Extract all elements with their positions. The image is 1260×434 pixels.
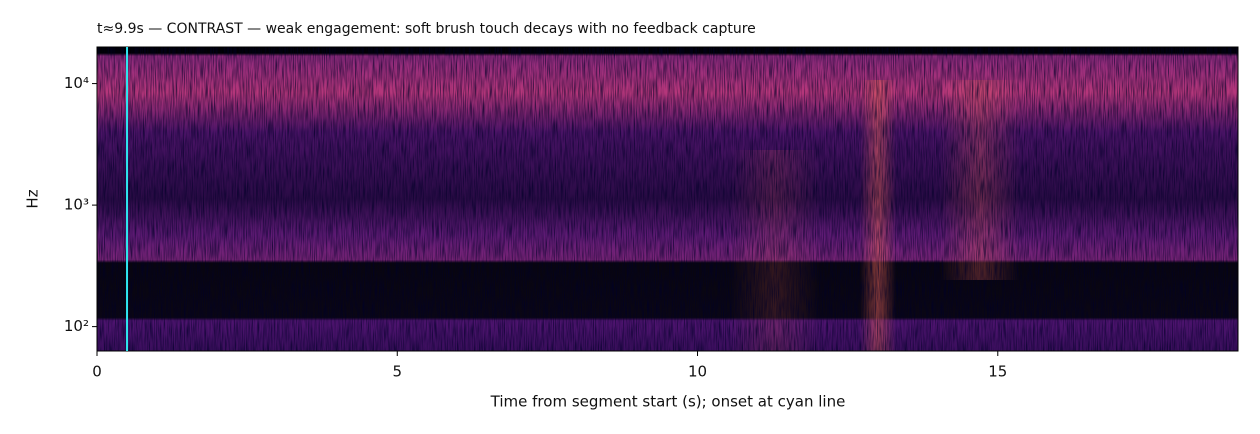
chart-title: t≈9.9s — CONTRAST — weak engagement: sof… (97, 21, 756, 37)
y-axis-label: Hz (24, 189, 42, 208)
y-tick-label: 10² (64, 317, 89, 335)
x-tick-label: 15 (988, 363, 1007, 381)
x-tick-label: 10 (688, 363, 707, 381)
x-tick-label: 5 (392, 363, 402, 381)
y-tick-label: 10³ (64, 196, 89, 214)
x-tick-label: 0 (92, 363, 102, 381)
spectrogram-image (97, 47, 1238, 351)
plot-frame (96, 46, 1239, 352)
y-tick-label: 10⁴ (64, 74, 89, 92)
x-axis-label: Time from segment start (s); onset at cy… (490, 393, 846, 411)
